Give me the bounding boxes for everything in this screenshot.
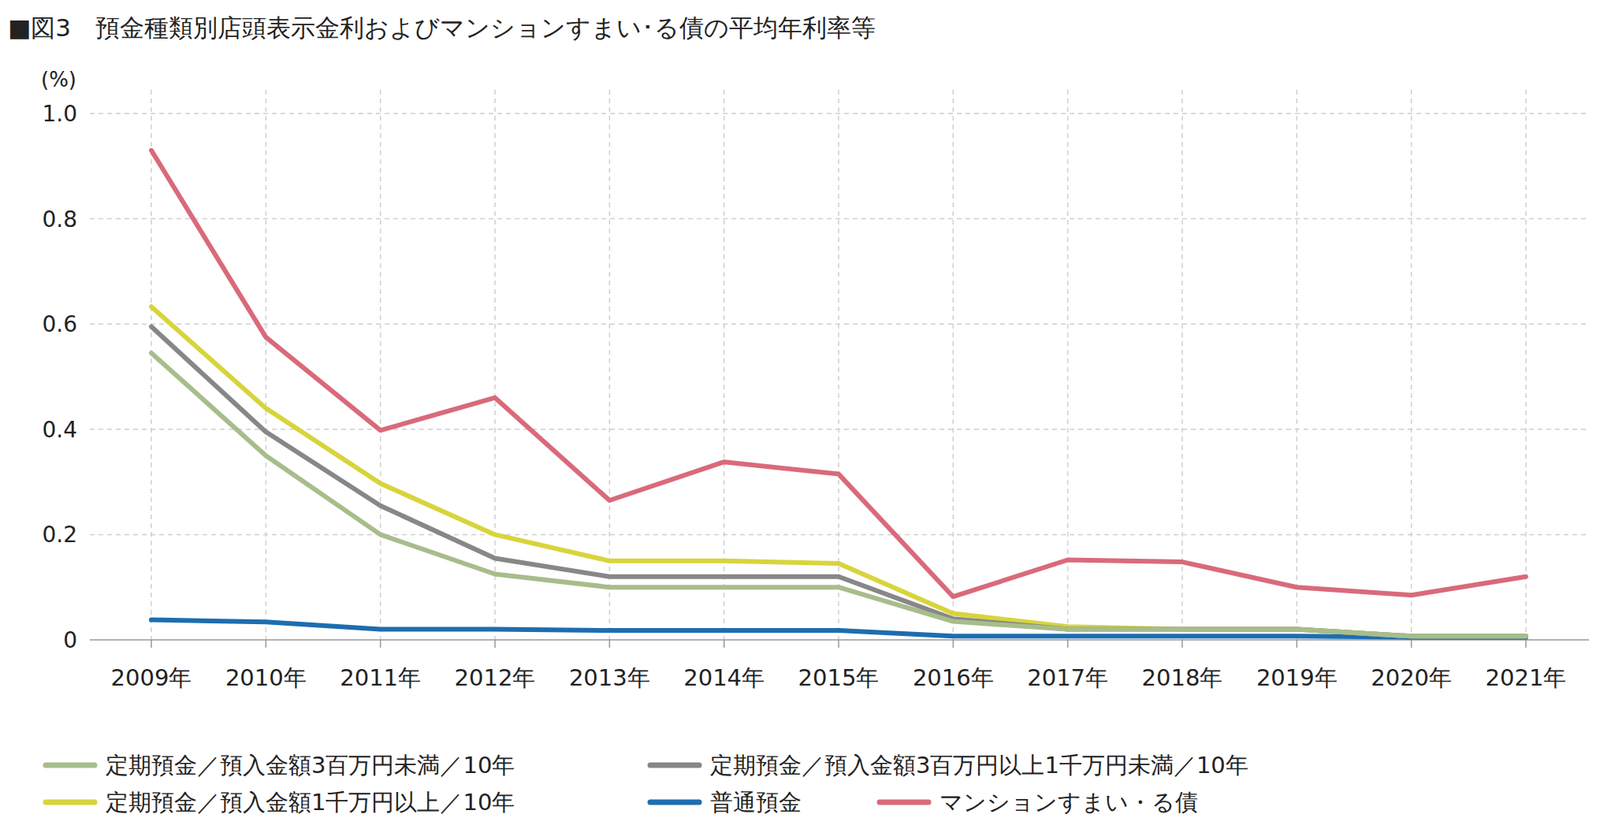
legend-item: 定期預金／預入金額3百万円以上1千万円未満／10年	[650, 751, 1249, 779]
x-tick-label: 2019年	[1256, 664, 1338, 692]
series-line	[151, 327, 1526, 637]
grid-line-x	[1067, 89, 1069, 640]
legend-item: 普通預金	[650, 788, 802, 816]
grid-line-x	[150, 89, 153, 640]
x-axis-line	[89, 639, 1589, 641]
x-tick-label: 2014年	[683, 664, 765, 692]
x-tick-label: 2011年	[339, 664, 421, 692]
legend-label: 定期預金／預入金額3百万円未満／10年	[105, 751, 515, 779]
grid-line-x	[1181, 89, 1184, 640]
legend-swatch	[879, 800, 929, 806]
y-tick-label: 0.8	[41, 206, 78, 233]
legend-item: 定期預金／預入金額3百万円未満／10年	[45, 751, 515, 779]
x-tick-label: 2018年	[1142, 664, 1224, 692]
x-tick	[1410, 640, 1413, 648]
x-tick	[1296, 640, 1299, 648]
grid-line	[89, 323, 1589, 325]
grid-line	[89, 218, 1589, 220]
y-tick-label: 0.4	[41, 416, 78, 443]
series-group	[151, 150, 1526, 638]
legend-label: マンションすまい・る債	[939, 788, 1199, 816]
x-tick-label: 2013年	[569, 664, 651, 692]
x-tick-label: 2016年	[912, 664, 994, 692]
y-tick-label: 0.6	[41, 311, 78, 338]
grid-line	[89, 534, 1589, 536]
x-tick-label: 2020年	[1370, 664, 1452, 692]
grid-line-x	[1525, 89, 1527, 640]
series-line	[151, 306, 1526, 637]
y-axis-label: (%)	[40, 67, 77, 92]
legend-label: 定期預金／預入金額1千万円以上／10年	[105, 788, 515, 816]
x-tick-label: 2015年	[798, 664, 880, 692]
x-tick	[837, 640, 840, 648]
series-line	[151, 150, 1526, 597]
x-tick	[952, 640, 955, 648]
grid-line	[89, 428, 1589, 431]
legend-label: 定期預金／預入金額3百万円以上1千万円未満／10年	[710, 751, 1249, 779]
grid-line-x	[609, 89, 611, 640]
grid-line	[89, 112, 1589, 115]
grid-line-x	[1296, 89, 1299, 640]
legend-swatch	[45, 800, 95, 806]
grid-line-x	[265, 89, 268, 640]
x-tick-label: 2012年	[454, 664, 536, 692]
chart: ■図3 預金種類別店頭表示金利およびマンションすまい･る債の平均年利率等 (%) 0…	[0, 0, 1600, 829]
grid-line-x	[1410, 89, 1413, 640]
x-tick	[609, 640, 611, 648]
x-tick	[1181, 640, 1184, 648]
grid-line-x	[723, 89, 726, 640]
x-tick	[379, 640, 382, 648]
legend-swatch	[650, 762, 700, 769]
x-tick	[150, 640, 153, 648]
y-tick-label: 1.0	[41, 100, 78, 127]
x-tick	[1525, 640, 1527, 648]
x-tick-label: 2017年	[1026, 664, 1109, 692]
series-line	[151, 353, 1526, 637]
x-tick-label: 2010年	[225, 664, 307, 692]
x-tick-label: 2009年	[111, 664, 193, 692]
legend-item: マンションすまい・る債	[879, 788, 1199, 816]
title: ■図3 預金種類別店頭表示金利およびマンションすまい･る債の平均年利率等	[7, 13, 876, 42]
legend-swatch	[650, 800, 700, 806]
grid-line-x	[379, 89, 382, 640]
grid-line-x	[952, 89, 955, 640]
y-tick-label: 0	[63, 627, 78, 654]
y-tick-label: 0.2	[41, 521, 78, 548]
x-tick-label: 2021年	[1485, 664, 1567, 692]
x-tick	[723, 640, 726, 648]
legend-label: 普通預金	[710, 788, 802, 816]
x-tick	[265, 640, 268, 648]
x-tick	[1067, 640, 1069, 648]
x-tick	[494, 640, 496, 648]
grid-line-x	[837, 89, 840, 640]
legend-item: 定期預金／預入金額1千万円以上／10年	[45, 788, 515, 816]
legend-swatch	[45, 762, 95, 769]
